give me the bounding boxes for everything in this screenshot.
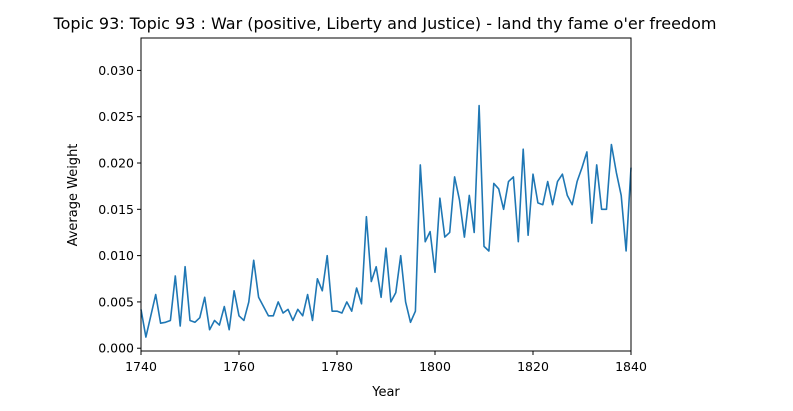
x-tick-label: 1780 <box>321 359 353 374</box>
x-tick-label: 1760 <box>223 359 255 374</box>
y-tick-label: 0.005 <box>98 294 134 309</box>
y-tick-label: 0.015 <box>98 202 134 217</box>
y-tick-label: 0.020 <box>98 156 134 171</box>
y-axis: 0.000 0.005 0.010 0.015 0.020 0.025 0.030 <box>98 63 141 356</box>
x-tick-label: 1820 <box>517 359 549 374</box>
y-axis-label: Average Weight <box>66 144 81 247</box>
y-tick-label: 0.030 <box>98 63 134 78</box>
y-tick-label: 0.000 <box>98 341 134 356</box>
x-tick-label: 1840 <box>615 359 647 374</box>
plot-frame <box>140 37 632 352</box>
x-axis-label: Year <box>371 385 400 400</box>
x-axis: 1740 1760 1780 1800 1820 1840 <box>125 351 647 374</box>
chart-title: Topic 93: Topic 93 : War (positive, Libe… <box>53 14 717 33</box>
x-tick-label: 1800 <box>419 359 451 374</box>
x-tick-label: 1740 <box>125 359 157 374</box>
y-tick-label: 0.010 <box>98 248 134 263</box>
y-tick-label: 0.025 <box>98 109 134 124</box>
series-line <box>140 104 632 338</box>
